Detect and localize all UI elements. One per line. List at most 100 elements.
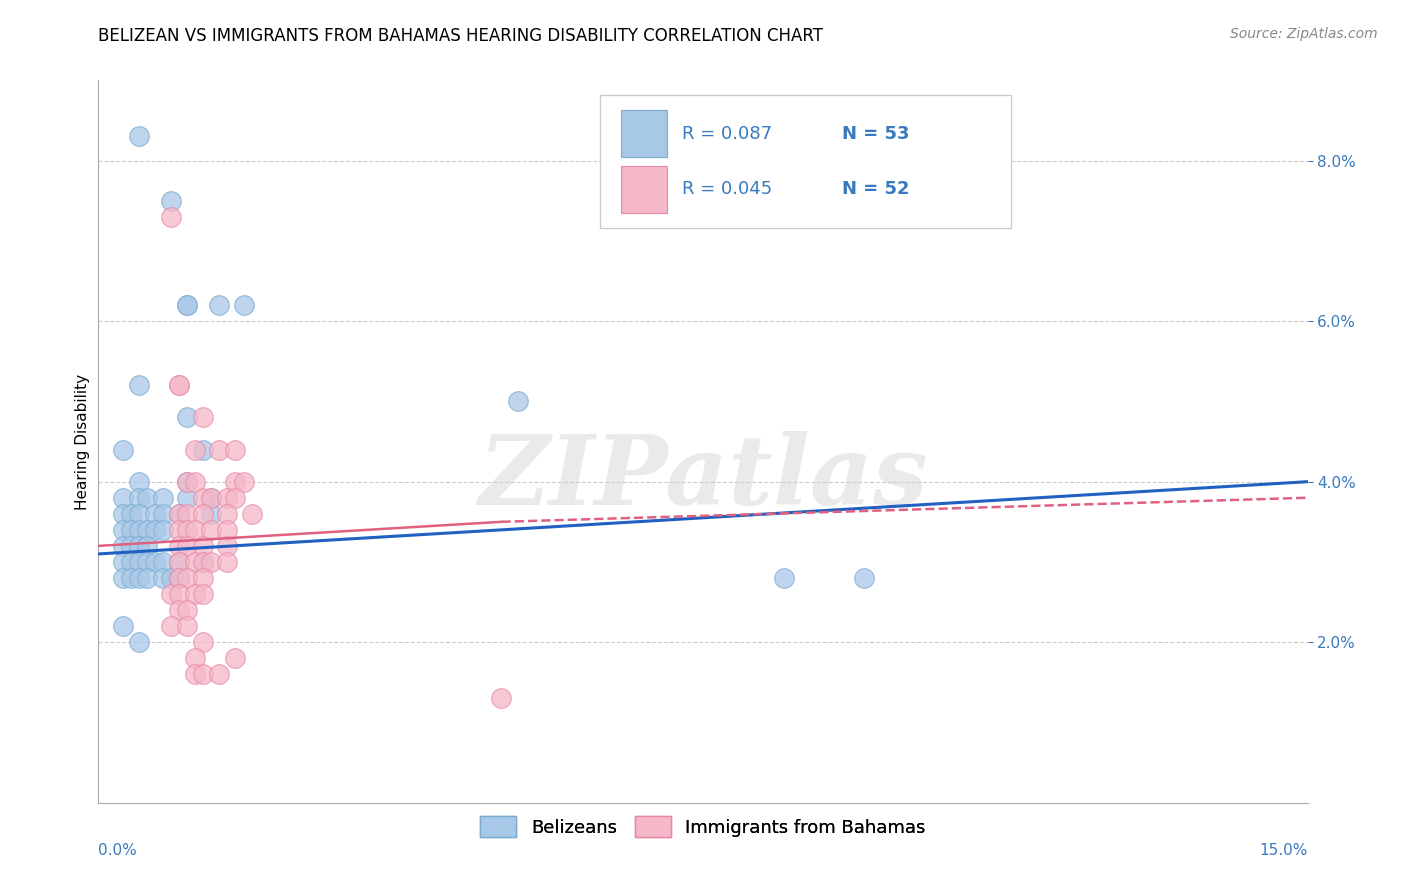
Text: 0.0%: 0.0% (98, 843, 138, 857)
Point (111, 507, 134, 521)
Point (217, 555, 239, 569)
Point (128, 571, 150, 585)
Text: R = 0.045: R = 0.045 (682, 180, 773, 198)
Point (152, 571, 174, 585)
Point (224, 651, 246, 665)
Point (176, 491, 198, 505)
Point (120, 555, 142, 569)
Point (184, 587, 207, 601)
Point (853, 571, 876, 585)
Point (111, 539, 134, 553)
Point (193, 555, 215, 569)
Point (160, 571, 183, 585)
Point (184, 667, 207, 681)
Point (193, 410, 215, 425)
Point (120, 523, 142, 537)
Point (193, 442, 215, 457)
Point (193, 667, 215, 681)
Point (184, 555, 207, 569)
Point (167, 555, 190, 569)
Point (193, 539, 215, 553)
Y-axis label: Hearing Disability: Hearing Disability (75, 374, 90, 509)
Text: N = 52: N = 52 (842, 180, 910, 198)
Point (160, 210, 183, 224)
Point (176, 523, 198, 537)
Point (217, 507, 239, 521)
Point (128, 507, 150, 521)
Text: R = 0.087: R = 0.087 (682, 125, 772, 143)
Point (200, 523, 222, 537)
Point (160, 587, 183, 601)
FancyBboxPatch shape (621, 166, 666, 213)
Point (208, 298, 231, 312)
Point (111, 491, 134, 505)
Point (128, 129, 150, 144)
Point (200, 491, 222, 505)
Point (143, 523, 166, 537)
Point (167, 523, 190, 537)
Point (167, 507, 190, 521)
Point (200, 555, 222, 569)
Text: ZIPatlas: ZIPatlas (478, 431, 928, 524)
Point (200, 507, 222, 521)
Point (193, 587, 215, 601)
Point (167, 571, 190, 585)
Point (160, 619, 183, 633)
Point (193, 635, 215, 649)
Point (217, 523, 239, 537)
Point (167, 539, 190, 553)
Point (176, 475, 198, 489)
Point (176, 507, 198, 521)
Point (135, 539, 157, 553)
Point (111, 571, 134, 585)
Point (240, 507, 263, 521)
Point (184, 651, 207, 665)
Point (232, 298, 254, 312)
Point (176, 298, 198, 312)
Point (217, 539, 239, 553)
Point (167, 587, 190, 601)
Point (152, 523, 174, 537)
Point (167, 555, 190, 569)
Point (111, 523, 134, 537)
Point (143, 507, 166, 521)
Point (176, 619, 198, 633)
Point (135, 491, 157, 505)
Point (111, 619, 134, 633)
Point (111, 442, 134, 457)
Point (193, 571, 215, 585)
Point (152, 555, 174, 569)
Point (224, 491, 246, 505)
Point (111, 555, 134, 569)
Point (135, 571, 157, 585)
Point (120, 507, 142, 521)
Point (128, 475, 150, 489)
Point (128, 635, 150, 649)
Point (506, 394, 529, 409)
Point (193, 555, 215, 569)
Point (176, 475, 198, 489)
Point (184, 475, 207, 489)
Point (208, 442, 231, 457)
Point (491, 691, 513, 706)
Point (200, 491, 222, 505)
Point (120, 571, 142, 585)
FancyBboxPatch shape (600, 95, 1011, 228)
Point (152, 491, 174, 505)
Point (128, 491, 150, 505)
Point (772, 571, 794, 585)
Point (176, 539, 198, 553)
Text: N = 53: N = 53 (842, 125, 910, 143)
Text: Source: ZipAtlas.com: Source: ZipAtlas.com (1230, 27, 1378, 41)
Point (128, 555, 150, 569)
Point (128, 523, 150, 537)
Point (167, 603, 190, 617)
Point (176, 603, 198, 617)
Point (217, 491, 239, 505)
Point (135, 523, 157, 537)
Point (128, 539, 150, 553)
Point (167, 507, 190, 521)
FancyBboxPatch shape (621, 111, 666, 157)
Point (193, 507, 215, 521)
Point (224, 442, 246, 457)
